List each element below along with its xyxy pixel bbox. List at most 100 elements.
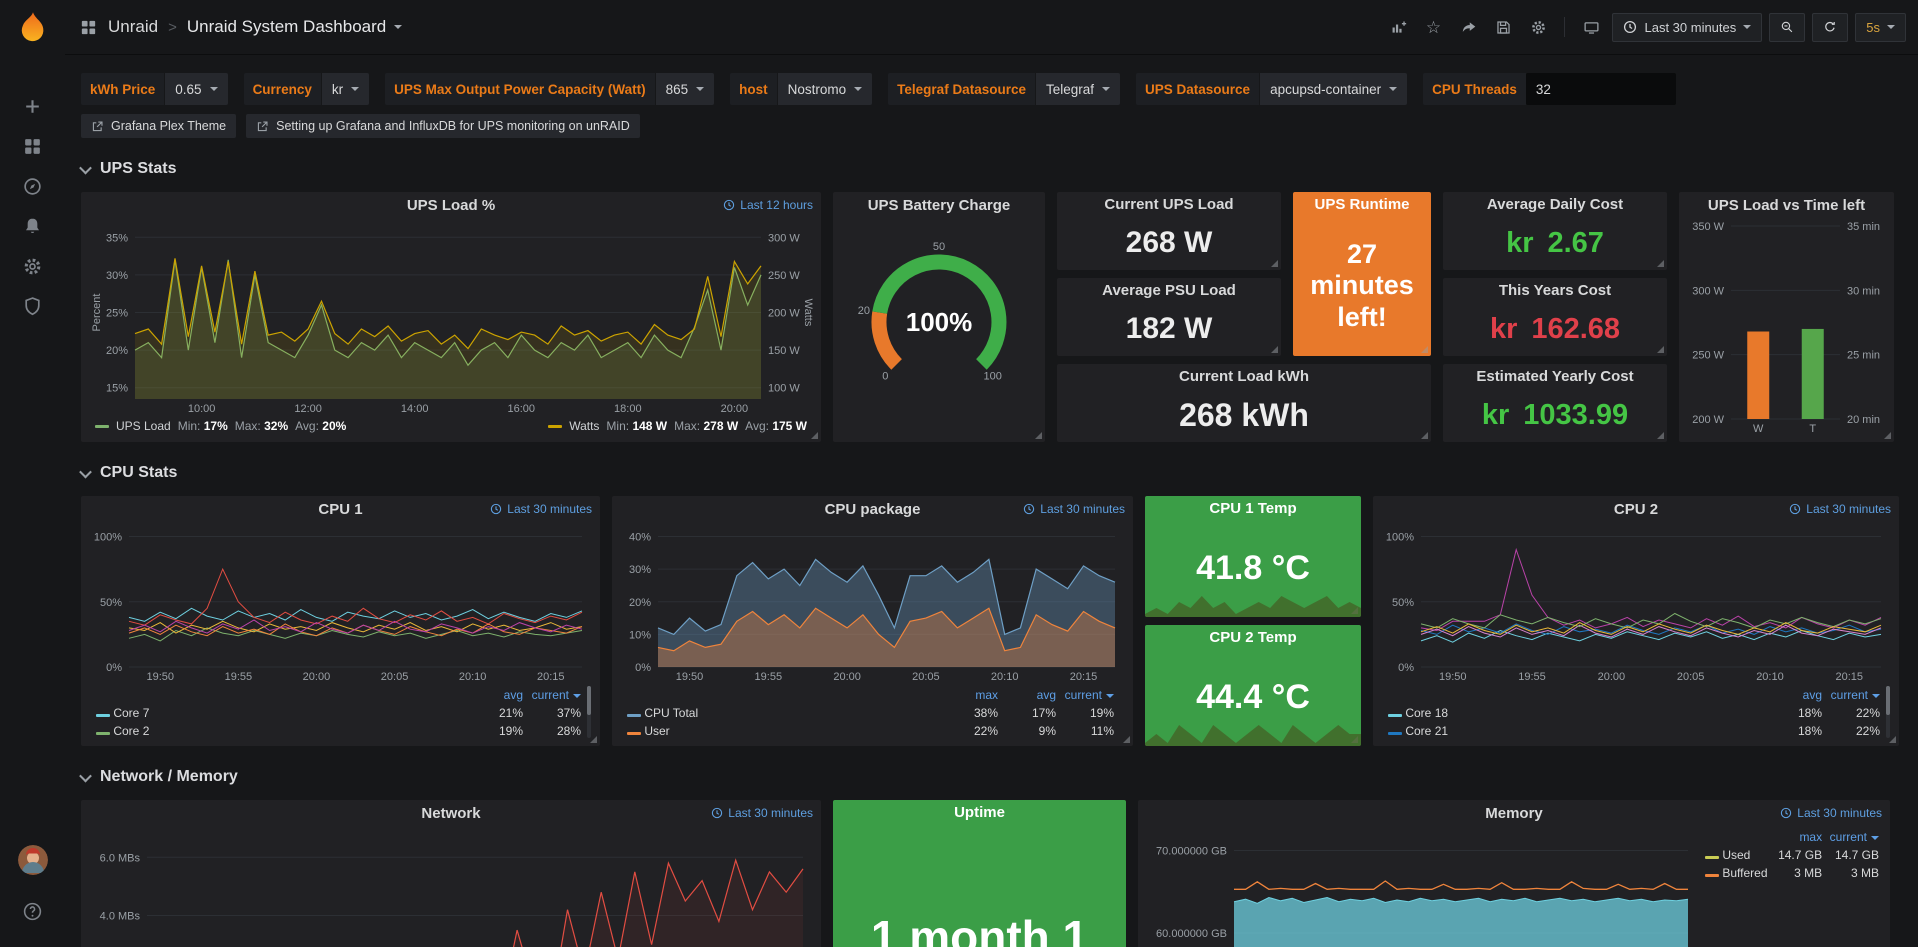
panel-title[interactable]: CPU 1 Temp bbox=[1209, 499, 1297, 517]
panel-title[interactable]: Memory bbox=[1485, 804, 1543, 822]
ups-load-vs-time-bar-chart[interactable]: 200 W 250 W 300 W 350 W 20 min 25 min 30 min 35… bbox=[1687, 218, 1886, 436]
legend-header-max[interactable]: max bbox=[1799, 830, 1823, 844]
panel-resize-handle[interactable] bbox=[1271, 346, 1278, 353]
cpu-package-graph[interactable]: 0% 10% 20% 30% 40% 19:50 19:55 20:00 20:05 20:10 2… bbox=[620, 522, 1125, 684]
share-dashboard-button[interactable] bbox=[1454, 14, 1482, 41]
external-link-icon bbox=[92, 120, 103, 131]
sidebar-item-explore[interactable] bbox=[12, 166, 54, 206]
panel-title[interactable]: Estimated Yearly Cost bbox=[1476, 367, 1634, 385]
panel-title[interactable]: UPS Load % bbox=[406, 196, 496, 214]
sidebar-item-help[interactable] bbox=[12, 891, 54, 931]
cpu2-graph[interactable]: 0% 50% 100% 19:50 19:55 20:00 20:05 20:10 20:15 bbox=[1381, 522, 1891, 684]
panel-title[interactable]: Network bbox=[421, 804, 481, 822]
section-header-cpu-stats[interactable]: CPU Stats bbox=[79, 458, 1902, 488]
section-header-ups-stats[interactable]: UPS Stats bbox=[79, 154, 1902, 184]
variable-value-dropdown[interactable]: kr bbox=[321, 73, 370, 105]
dashboard-settings-button[interactable] bbox=[1524, 14, 1552, 41]
panel-title[interactable]: CPU 2 Temp bbox=[1209, 628, 1297, 646]
panel-resize-handle[interactable] bbox=[1657, 260, 1664, 267]
svg-text:20:05: 20:05 bbox=[381, 671, 409, 683]
battery-charge-gauge[interactable]: 0 20 50 100 100% bbox=[841, 218, 1037, 418]
legend-scrollbar[interactable] bbox=[587, 686, 591, 738]
time-range-picker[interactable]: Last 30 minutes bbox=[1612, 12, 1763, 42]
legend-header-current[interactable]: current bbox=[526, 686, 584, 704]
legend-series-name[interactable]: Core 21 bbox=[1405, 724, 1449, 738]
panel-resize-handle[interactable] bbox=[1123, 736, 1130, 743]
save-dashboard-button[interactable] bbox=[1489, 14, 1517, 41]
cpu-threads-input[interactable] bbox=[1525, 73, 1676, 105]
legend-series-name[interactable]: Core 7 bbox=[113, 706, 150, 720]
sidebar-item-create[interactable] bbox=[12, 86, 54, 126]
zoom-out-button[interactable] bbox=[1769, 12, 1806, 42]
panel-memory: Memory Last 30 minutes 50.000000 GB60.00… bbox=[1138, 800, 1890, 947]
grafana-logo[interactable] bbox=[15, 10, 51, 46]
panel-title[interactable]: CPU package bbox=[824, 500, 921, 518]
refresh-button[interactable] bbox=[1812, 12, 1849, 42]
panel-resize-handle[interactable] bbox=[1421, 346, 1428, 353]
legend-series-name[interactable]: CPU Total bbox=[644, 706, 699, 720]
breadcrumb-app[interactable]: Unraid bbox=[108, 17, 159, 36]
ups-load-graph[interactable]: 15% 20% 25% 30% 35% 100 W 150 W 200 W 250 W 300 W… bbox=[89, 218, 813, 416]
legend-header-avg[interactable]: avg bbox=[1036, 688, 1056, 702]
legend-series-name[interactable]: Core 18 bbox=[1405, 706, 1449, 720]
panel-title[interactable]: This Years Cost bbox=[1498, 281, 1612, 299]
dashboard-link-grafana-plex-theme[interactable]: Grafana Plex Theme bbox=[81, 114, 237, 138]
sidebar-item-server-admin[interactable] bbox=[12, 286, 54, 326]
panel-title[interactable]: CPU 1 bbox=[318, 500, 363, 518]
legend-row: Core 2 19% 28% bbox=[93, 722, 584, 740]
panel-resize-handle[interactable] bbox=[590, 736, 597, 743]
legend-series-name[interactable]: User bbox=[644, 724, 670, 738]
dashboard-grid-icon[interactable] bbox=[79, 18, 98, 37]
panel-title[interactable]: UPS Runtime bbox=[1314, 195, 1410, 213]
svg-text:350 W: 350 W bbox=[1692, 221, 1724, 233]
panel-title[interactable]: Current UPS Load bbox=[1104, 195, 1234, 213]
user-avatar[interactable] bbox=[17, 845, 48, 875]
panel-resize-handle[interactable] bbox=[1035, 432, 1042, 439]
panel-resize-handle[interactable] bbox=[1421, 432, 1428, 439]
legend-series-name[interactable]: UPS Load bbox=[116, 419, 171, 433]
chevron-down-icon bbox=[1102, 87, 1111, 91]
legend-series-name[interactable]: Used bbox=[1722, 848, 1751, 862]
panel-title[interactable]: Uptime bbox=[954, 803, 1005, 821]
panel-title[interactable]: Current Load kWh bbox=[1179, 367, 1309, 385]
variable-value-dropdown[interactable]: Telegraf bbox=[1035, 73, 1121, 105]
panel-resize-handle[interactable] bbox=[1657, 432, 1664, 439]
sidebar-item-configuration[interactable] bbox=[12, 246, 54, 286]
variable-value-dropdown[interactable]: Nostromo bbox=[777, 73, 873, 105]
panel-resize-handle[interactable] bbox=[811, 432, 818, 439]
legend-header-avg[interactable]: avg bbox=[1802, 688, 1822, 702]
cpu1-graph[interactable]: 0% 50% 100% 19:50 19:55 20:00 20:05 20:10 20:15 bbox=[89, 522, 592, 684]
panel-resize-handle[interactable] bbox=[1657, 346, 1664, 353]
panel-title[interactable]: UPS Battery Charge bbox=[867, 196, 1011, 214]
cycle-view-mode-button[interactable] bbox=[1577, 14, 1605, 41]
panel-resize-handle[interactable] bbox=[1271, 260, 1278, 267]
panel-title[interactable]: Average Daily Cost bbox=[1486, 195, 1624, 213]
variable-value-dropdown[interactable]: 0.65 bbox=[165, 73, 228, 105]
dashboard-link-ups-monitoring-guide[interactable]: Setting up Grafana and InfluxDB for UPS … bbox=[246, 114, 640, 138]
refresh-interval-picker[interactable]: 5s bbox=[1855, 12, 1906, 42]
mark-favorite-button[interactable]: ☆ bbox=[1419, 14, 1447, 41]
legend-series-name[interactable]: Buffered bbox=[1722, 866, 1768, 880]
panel-title[interactable]: Average PSU Load bbox=[1102, 281, 1236, 299]
legend-scrollbar[interactable] bbox=[1886, 686, 1890, 738]
panel-resize-handle[interactable] bbox=[1889, 736, 1896, 743]
panel-resize-handle[interactable] bbox=[1884, 432, 1891, 439]
section-header-network-memory[interactable]: Network / Memory bbox=[79, 762, 1902, 792]
legend-header-current[interactable]: current bbox=[1059, 686, 1117, 704]
legend-header-avg[interactable]: avg bbox=[503, 688, 523, 702]
legend-series-name[interactable]: Watts bbox=[569, 419, 600, 433]
dashboard-title[interactable]: Unraid System Dashboard bbox=[187, 17, 403, 37]
add-panel-button[interactable] bbox=[1384, 14, 1412, 41]
sidebar-item-alerting[interactable] bbox=[12, 206, 54, 246]
legend-header-current[interactable]: current bbox=[1825, 828, 1882, 846]
panel-title[interactable]: UPS Load vs Time left bbox=[1707, 196, 1866, 214]
panel-title[interactable]: CPU 2 bbox=[1613, 500, 1659, 518]
sidebar-item-dashboards[interactable] bbox=[12, 126, 54, 166]
legend-header-current[interactable]: current bbox=[1825, 686, 1883, 704]
legend-series-name[interactable]: Core 2 bbox=[113, 724, 150, 738]
variable-value-dropdown[interactable]: apcupsd-container bbox=[1260, 73, 1408, 105]
variable-value-dropdown[interactable]: 865 bbox=[655, 73, 715, 105]
legend-header-max[interactable]: max bbox=[975, 688, 998, 702]
